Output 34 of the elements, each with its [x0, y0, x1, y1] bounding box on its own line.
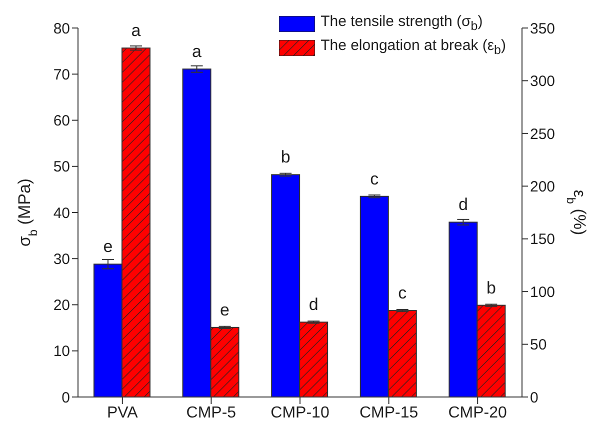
y-tick-label: 10: [53, 343, 70, 360]
data-label: c: [370, 169, 380, 188]
y-tick-label: 70: [53, 66, 70, 84]
y2-tick-label: 0: [530, 389, 538, 406]
data-label: c: [398, 284, 408, 303]
x-tick-label: PVA: [106, 404, 138, 422]
data-label: b: [280, 148, 290, 167]
x-tick-label: CMP-20: [448, 404, 508, 422]
x-tick-label: CMP-10: [270, 404, 330, 422]
data-label: e: [220, 300, 230, 320]
y2-tick-label: 50: [530, 336, 547, 354]
legend-label: The tensile strength (σ$_{b}$): [320, 12, 483, 35]
y-tick-label: 30: [53, 250, 70, 268]
y2-tick-label: 200: [530, 178, 556, 196]
y-tick-label: 50: [53, 158, 70, 176]
data-label: a: [131, 21, 142, 40]
legend-label: The elongation at break (ε$_{b}$): [320, 36, 506, 59]
data-label: d: [308, 295, 318, 314]
y-tick-label: 80: [53, 20, 70, 38]
y2-tick-label: 250: [530, 126, 556, 143]
data-label: e: [103, 237, 113, 256]
y-tick-label: 0: [62, 389, 70, 406]
data-label: d: [458, 195, 468, 214]
x-tick-label: CMP-5: [186, 404, 236, 422]
y2-tick-label: 150: [530, 231, 556, 248]
y2-tick-label: 100: [530, 284, 556, 301]
y-tick-label: 40: [53, 204, 70, 222]
y-tick-label: 60: [53, 112, 70, 130]
data-label: a: [192, 42, 202, 62]
data-label: b: [486, 278, 496, 298]
x-tick-label: CMP-15: [359, 404, 418, 422]
y2-tick-label: 350: [530, 20, 556, 38]
y2-tick-label: 300: [530, 73, 556, 90]
y-tick-label: 20: [53, 297, 70, 314]
